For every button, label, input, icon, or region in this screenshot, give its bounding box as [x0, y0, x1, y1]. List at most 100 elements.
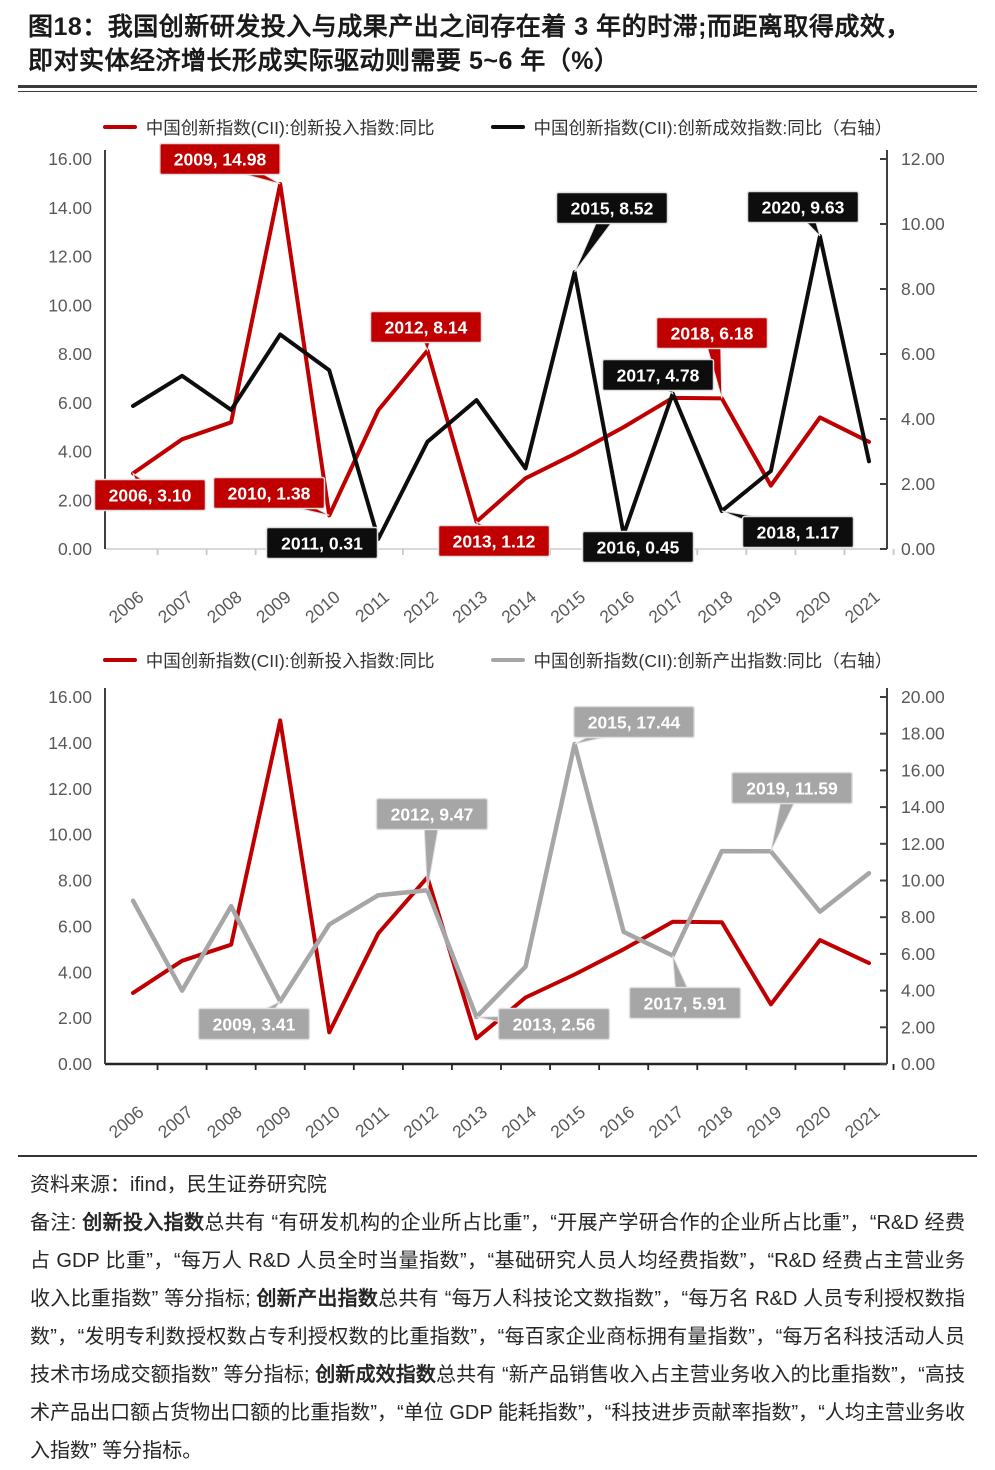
right-axis-label: 0.00 — [901, 539, 935, 559]
right-axis-label: 10.00 — [901, 214, 945, 234]
legend-label: 中国创新指数(CII):创新产出指数:同比（右轴） — [533, 650, 893, 671]
x-axis-label: 2013 — [448, 587, 491, 627]
right-axis-label: 12.00 — [901, 149, 945, 169]
innovation-input-vs-effect-chart: 0.00 2.00 4.00 6.00 8.00 10.00 12.00 14.00 16.00… — [48, 142, 945, 627]
callout-box — [212, 476, 326, 510]
x-axis-label: 2016 — [596, 1102, 639, 1142]
left-axis-label: 8.00 — [58, 344, 92, 364]
left-axis-label: 4.00 — [58, 442, 92, 462]
legend-line-swatch — [490, 657, 525, 663]
callout-box — [93, 478, 207, 512]
x-axis-label: 2013 — [448, 1102, 491, 1142]
x-axis-label: 2021 — [841, 1102, 884, 1142]
innovation-input-vs-output-chart: 0.00 2.00 4.00 6.00 8.00 10.00 12.00 14.00 16.00… — [48, 687, 945, 1143]
legend-line-swatch — [102, 124, 137, 130]
right-axis-label: 8.00 — [901, 907, 935, 927]
callout-label: 2010, 1.38 — [228, 483, 311, 503]
chart-output-legend: 中国创新指数(CII):创新投入指数:同比 中国创新指数(CII):创新产出指数:… — [0, 649, 995, 671]
right-axis-label: 6.00 — [901, 344, 935, 364]
series-line — [130, 741, 872, 1020]
left-axis-label: 6.00 — [58, 916, 92, 936]
left-axis-label: 16.00 — [48, 687, 92, 707]
x-axis-label: 2009 — [252, 587, 295, 627]
legend-item: 中国创新指数(CII):创新投入指数:同比 — [102, 648, 435, 673]
left-axis-label: 14.00 — [48, 198, 92, 218]
callout-label: 2020, 9.63 — [762, 197, 845, 217]
series-line — [131, 181, 871, 524]
chart-effect-section: 中国创新指数(CII):创新投入指数:同比 中国创新指数(CII):创新成效指数:… — [0, 115, 995, 628]
right-axis-label: 6.00 — [901, 944, 935, 964]
callout-label: 2019, 11.59 — [746, 778, 838, 798]
callout-box — [628, 986, 742, 1020]
chart-output-section: 中国创新指数(CII):创新投入指数:同比 中国创新指数(CII):创新产出指数:… — [0, 649, 995, 1147]
callout-label: 2009, 14.98 — [174, 149, 267, 169]
callout-box — [197, 1007, 311, 1041]
x-axis-label: 2018 — [694, 587, 737, 627]
x-axis-label: 2006 — [105, 1102, 148, 1142]
legend-label: 中国创新指数(CII):创新投入指数:同比 — [145, 117, 435, 138]
x-axis-label: 2011 — [351, 1102, 393, 1142]
callout-label: 2012, 8.14 — [385, 317, 468, 337]
callout-box — [555, 191, 669, 225]
left-axis-label: 10.00 — [48, 825, 92, 845]
callout-box — [655, 316, 769, 350]
left-axis-label: 16.00 — [48, 149, 92, 169]
callout-box — [581, 530, 695, 564]
callout-box — [437, 524, 551, 558]
title-divider — [18, 85, 977, 92]
callout-label: 2015, 8.52 — [571, 198, 654, 218]
right-axis-label: 18.00 — [901, 724, 945, 744]
series-line — [131, 234, 871, 541]
legend-line-swatch — [102, 657, 137, 663]
callout-label: 2011, 0.31 — [281, 533, 363, 553]
legend-line-swatch — [490, 124, 525, 130]
callout-label: 2006, 3.10 — [109, 485, 192, 505]
callout-label: 2013, 1.12 — [453, 531, 536, 551]
right-axis-label: 12.00 — [901, 834, 945, 854]
callout-label: 2018, 6.18 — [671, 323, 754, 343]
callout-label: 2017, 4.78 — [617, 365, 700, 385]
callout-box — [375, 797, 489, 831]
callout-box — [746, 190, 860, 224]
left-axis-label: 2.00 — [58, 490, 92, 510]
callout-label: 2018, 1.17 — [757, 522, 840, 542]
note-segment: 总共有 “有研发机构的企业所占比重”，“开展产学研合作的企业所占比重”，“R&D… — [30, 1212, 965, 1310]
x-axis-label: 2019 — [743, 1102, 786, 1142]
x-axis-label: 2008 — [203, 587, 246, 627]
callout-box — [601, 358, 715, 392]
x-axis-label: 2020 — [792, 587, 835, 627]
footer-divider — [18, 1155, 977, 1157]
callout-box — [369, 310, 483, 344]
figure-title-line-1: 图18：我国创新研发投入与成果产出之间存在着 3 年的时滞;而距离取得成效， — [28, 13, 911, 41]
right-axis-label: 14.00 — [901, 797, 945, 817]
left-axis-label: 0.00 — [58, 1054, 92, 1074]
x-axis-label: 2014 — [497, 1102, 540, 1143]
x-axis-label: 2016 — [596, 587, 639, 627]
right-axis-label: 2.00 — [901, 474, 935, 494]
legend-label: 中国创新指数(CII):创新成效指数:同比（右轴） — [533, 117, 893, 138]
callout-label: 2016, 0.45 — [597, 537, 680, 557]
right-axis-label: 2.00 — [901, 1017, 935, 1037]
x-axis-label: 2014 — [497, 587, 540, 627]
left-axis-label: 12.00 — [48, 247, 92, 267]
left-axis-label: 10.00 — [48, 295, 92, 315]
legend-item: 中国创新指数(CII):创新投入指数:同比 — [102, 115, 435, 140]
x-axis-label: 2012 — [399, 587, 442, 627]
x-axis-label: 2009 — [252, 1102, 295, 1142]
x-axis-label: 2007 — [154, 587, 197, 627]
x-axis-label: 2015 — [546, 587, 589, 627]
x-axis-label: 2017 — [645, 1102, 688, 1142]
left-axis-label: 12.00 — [48, 779, 92, 799]
x-axis-label: 2021 — [841, 587, 884, 627]
x-axis-label: 2017 — [645, 587, 688, 627]
x-axis-label: 2018 — [694, 1102, 737, 1142]
x-axis-label: 2008 — [203, 1102, 246, 1142]
figure-footer: 资料来源：ifind，民生证券研究院 备注: 创新投入指数总共有 “有研发机构的… — [0, 1157, 995, 1470]
note-segment: 备注: — [30, 1212, 83, 1234]
legend-item: 中国创新指数(CII):创新产出指数:同比（右轴） — [490, 648, 893, 673]
figure-title-line-2: 即对实体经济增长形成实际驱动则需要 5~6 年（%） — [28, 47, 620, 75]
right-axis-label: 16.00 — [901, 760, 945, 780]
left-axis-label: 8.00 — [58, 871, 92, 891]
left-axis-label: 14.00 — [48, 733, 92, 753]
